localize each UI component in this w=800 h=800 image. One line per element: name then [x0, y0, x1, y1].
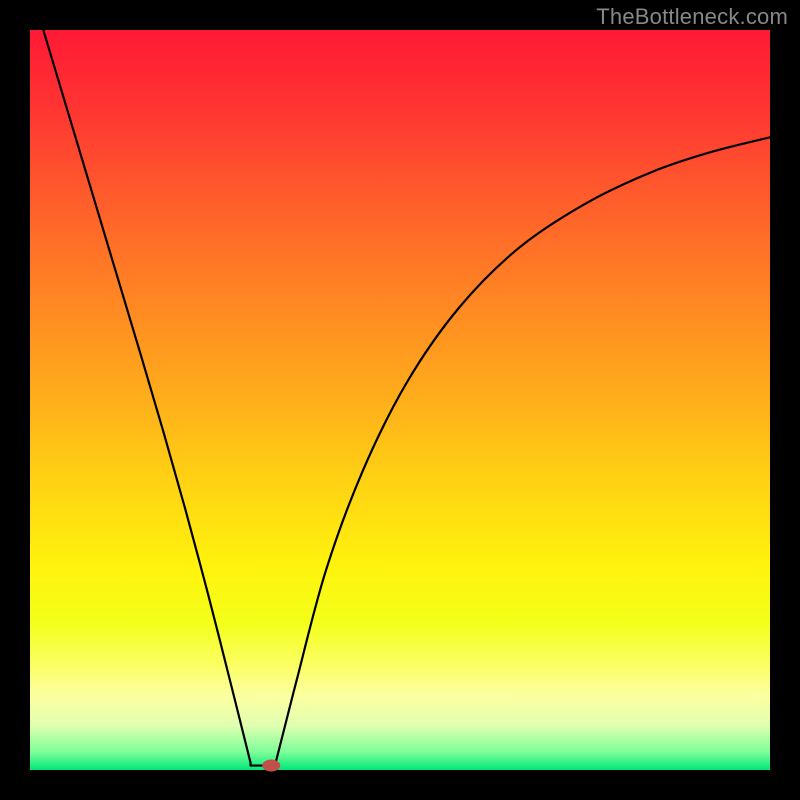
chart-stage: TheBottleneck.com — [0, 0, 800, 800]
dip-marker — [262, 760, 280, 772]
bottleneck-chart-svg — [0, 0, 800, 800]
plot-gradient-area — [30, 30, 770, 770]
watermark-text: TheBottleneck.com — [596, 4, 788, 30]
